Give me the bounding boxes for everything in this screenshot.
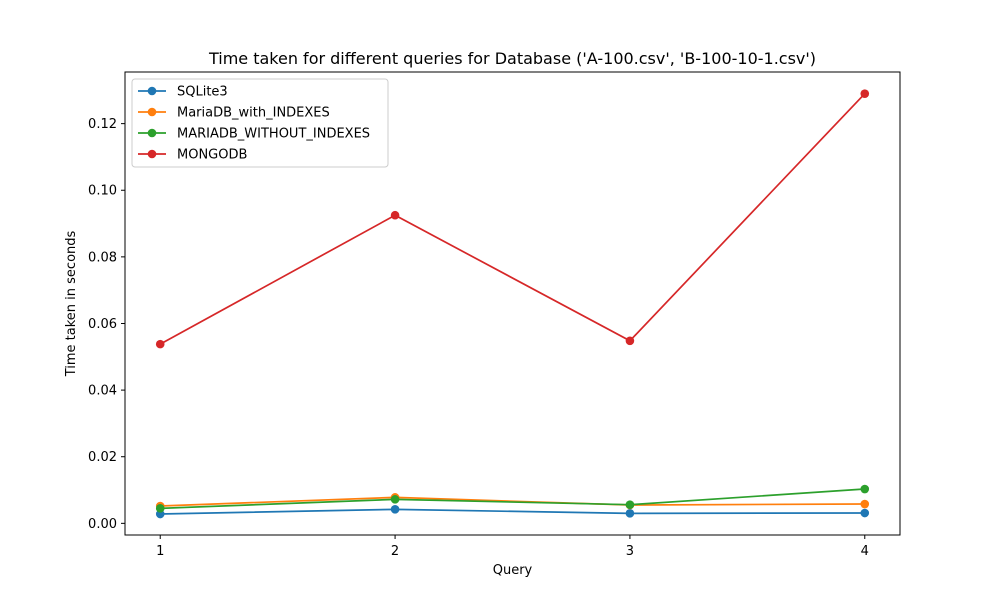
data-point bbox=[860, 89, 870, 98]
x-axis: 1 2 3 4 bbox=[156, 535, 869, 559]
x-tick-label: 3 bbox=[626, 544, 634, 559]
y-axis: 0.00 0.02 0.04 0.06 0.08 0.10 0.12 bbox=[88, 117, 125, 532]
legend-item: MONGODB bbox=[138, 148, 247, 163]
y-tick-label: 0.10 bbox=[88, 184, 117, 199]
chart-title: Time taken for different queries for Dat… bbox=[208, 49, 816, 68]
y-tick-label: 0.00 bbox=[88, 517, 117, 532]
legend-label: MARIADB_WITHOUT_INDEXES bbox=[177, 127, 370, 142]
legend-marker bbox=[147, 149, 157, 159]
x-tick-label: 2 bbox=[391, 544, 399, 559]
legend: SQLite3 MariaDB_with_INDEXES MARIADB_WITHO… bbox=[131, 78, 389, 168]
legend-marker bbox=[147, 107, 157, 117]
data-point bbox=[625, 509, 635, 518]
data-point bbox=[390, 505, 400, 514]
x-axis-label: Query bbox=[493, 563, 533, 578]
series-SQLite3 bbox=[155, 505, 870, 519]
legend-marker bbox=[147, 128, 157, 138]
legend-label: MariaDB_with_INDEXES bbox=[177, 106, 330, 121]
x-tick-label: 4 bbox=[861, 544, 869, 559]
data-point bbox=[860, 484, 870, 494]
series-line bbox=[160, 508, 865, 515]
data-point bbox=[625, 500, 635, 509]
series-line bbox=[159, 93, 866, 345]
y-tick-label: 0.12 bbox=[88, 117, 117, 132]
y-tick-label: 0.06 bbox=[88, 317, 117, 332]
legend-item: MARIADB_WITHOUT_INDEXES bbox=[138, 127, 370, 142]
y-tick-label: 0.02 bbox=[88, 450, 117, 465]
series-MARIADB_WITHOUT_INDEXES bbox=[155, 484, 870, 513]
plot-area bbox=[124, 71, 901, 536]
y-tick-label: 0.04 bbox=[88, 384, 117, 399]
legend-label: SQLite3 bbox=[177, 85, 228, 100]
data-point bbox=[155, 504, 165, 513]
legend-label: MONGODB bbox=[177, 148, 247, 163]
legend-item: MariaDB_with_INDEXES bbox=[138, 106, 330, 121]
legend-item: SQLite3 bbox=[138, 85, 228, 100]
data-point bbox=[860, 499, 870, 509]
series-layer bbox=[155, 89, 870, 519]
data-point bbox=[390, 495, 400, 504]
data-point bbox=[625, 336, 635, 346]
data-point bbox=[860, 508, 870, 518]
y-axis-label: Time taken in seconds bbox=[64, 230, 79, 377]
y-tick-label: 0.08 bbox=[88, 250, 117, 265]
data-point bbox=[155, 339, 165, 349]
legend-box bbox=[131, 78, 389, 168]
data-point bbox=[390, 210, 400, 220]
series-MONGODB bbox=[155, 89, 870, 349]
series-line bbox=[160, 488, 865, 510]
legend-marker bbox=[147, 86, 157, 96]
x-tick-label: 1 bbox=[156, 544, 164, 559]
